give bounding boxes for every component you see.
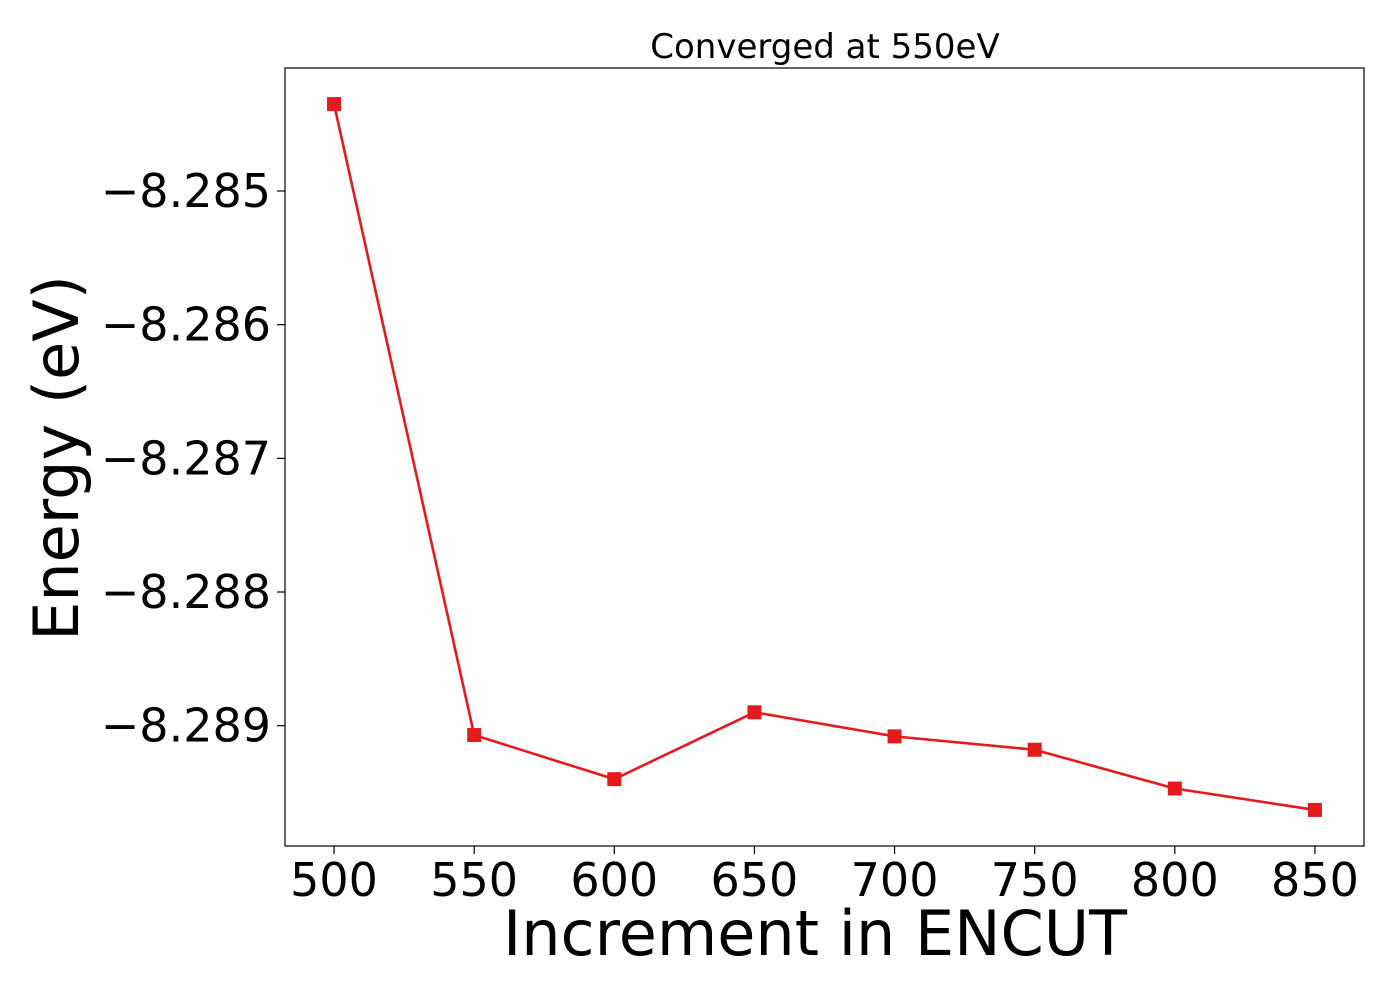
data-point-marker [1167, 781, 1182, 796]
series-layer [327, 97, 1322, 817]
x-tick-label: 550 [430, 853, 518, 907]
x-tick-label: 600 [570, 853, 658, 907]
data-point-marker [327, 97, 342, 112]
data-point-marker [1027, 742, 1042, 757]
plot-area-frame [284, 67, 1365, 847]
x-tick-label: 500 [290, 853, 378, 907]
data-point-marker [467, 728, 482, 743]
x-axis-label: Increment in ENCUT [503, 897, 1128, 970]
data-point-marker [747, 705, 762, 720]
x-tick-label: 850 [1271, 853, 1359, 907]
data-point-marker [607, 772, 622, 787]
data-point-marker [1307, 802, 1322, 817]
data-point-marker [887, 729, 902, 744]
x-tick-label: 750 [991, 853, 1079, 907]
y-tick-label: −8.288 [101, 565, 271, 619]
y-axis-label: Energy (eV) [20, 275, 93, 641]
y-tick-label: −8.285 [101, 164, 271, 218]
chart-title: Converged at 550eV [650, 27, 999, 67]
x-tick-label: 650 [711, 853, 799, 907]
x-tick-label: 800 [1131, 853, 1219, 907]
x-tick-label: 700 [851, 853, 939, 907]
y-tick-label: −8.286 [101, 298, 271, 352]
x-axis: 500 550 600 650 700 750 800 850 [290, 846, 1359, 907]
y-tick-label: −8.287 [101, 431, 271, 485]
y-axis: −8.285 −8.286 −8.287 −8.288 −8.289 [101, 164, 285, 753]
series-line [332, 103, 1316, 812]
y-tick-label: −8.289 [101, 699, 271, 753]
